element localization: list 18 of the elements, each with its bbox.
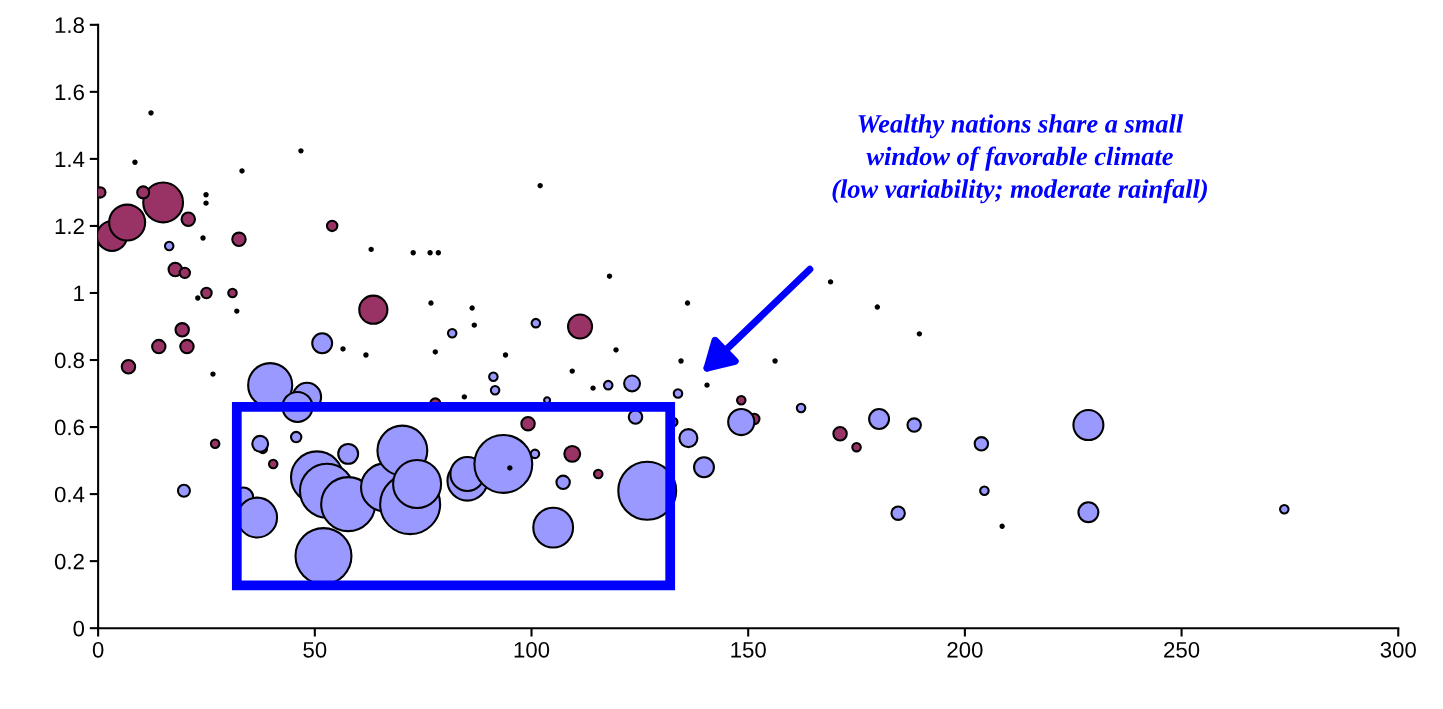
y-tick-label: 0.2	[54, 553, 84, 570]
x-tick-label: 300	[1380, 641, 1416, 658]
x-tick-label: 0	[92, 641, 104, 658]
y-tick-label: 1.2	[55, 218, 84, 234]
y-tick-label: 0.6	[54, 419, 84, 436]
x-tick-label: 50	[303, 641, 327, 658]
x-tick-label: 250	[1164, 641, 1200, 658]
x-tick-label: 100	[514, 641, 550, 658]
y-tick-label: 1.4	[55, 151, 85, 167]
y-tick-label: 0.8	[54, 352, 84, 369]
x-tick-label: 200	[947, 641, 983, 658]
annotation: Wealthy nations share a small window of favorable climate (low variability; moderate rainfall)	[832, 114, 1207, 204]
y-tick-label: 1.8	[55, 17, 84, 34]
y-tick-label: 1	[74, 285, 84, 302]
y-tick-label: 0	[73, 620, 85, 637]
x-tick-label: 150	[731, 641, 766, 658]
y-tick-label: 1.6	[55, 84, 84, 101]
y-tick-label: 0.4	[54, 486, 85, 503]
